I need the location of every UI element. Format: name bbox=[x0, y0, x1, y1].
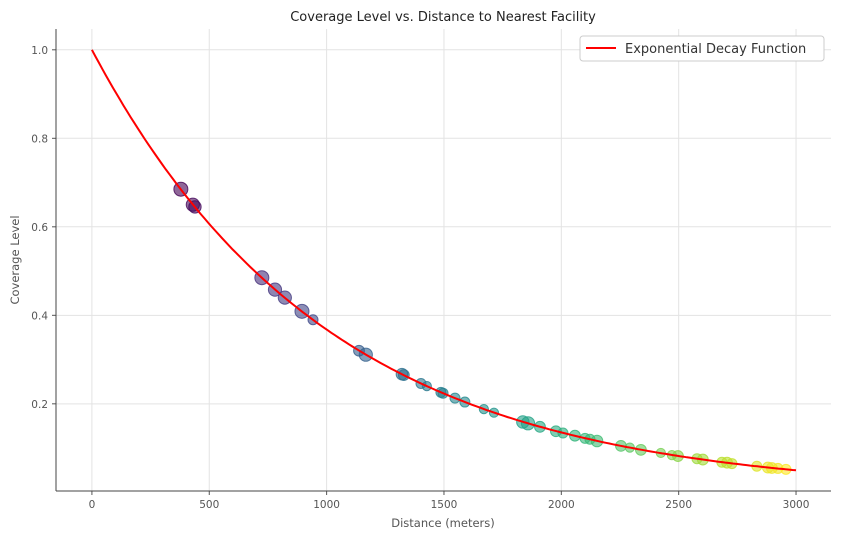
exponential-decay-curve bbox=[91, 49, 797, 472]
data-points bbox=[173, 181, 792, 475]
y-tick-label: 1.0 bbox=[31, 45, 48, 57]
x-tick-label: 500 bbox=[199, 499, 219, 511]
x-axis-label: Distance (meters) bbox=[391, 516, 495, 530]
x-tick-label: 2500 bbox=[665, 499, 692, 511]
x-tick-label: 3000 bbox=[783, 499, 810, 511]
legend-entry: Exponential Decay Function bbox=[625, 42, 806, 57]
grid bbox=[56, 29, 831, 491]
x-tick-label: 1000 bbox=[313, 499, 340, 511]
x-tick-label: 0 bbox=[89, 499, 96, 511]
chart-title: Coverage Level vs. Distance to Nearest F… bbox=[290, 10, 596, 25]
legend: Exponential Decay Function bbox=[579, 35, 825, 62]
y-tick-label: 0.6 bbox=[31, 222, 48, 234]
y-axis-label: Coverage Level bbox=[8, 215, 22, 304]
y-tick-label: 0.4 bbox=[31, 310, 48, 322]
y-tick-label: 0.8 bbox=[31, 133, 48, 145]
y-tick-label: 0.2 bbox=[31, 399, 48, 411]
legend-box bbox=[579, 35, 825, 62]
axes: 0 500 1000 1500 2000 2500 3000 0.2 0.4 0.6 0.8 1.0 bbox=[31, 29, 831, 511]
x-tick-label: 1500 bbox=[431, 499, 458, 511]
x-tick-label: 2000 bbox=[548, 499, 575, 511]
